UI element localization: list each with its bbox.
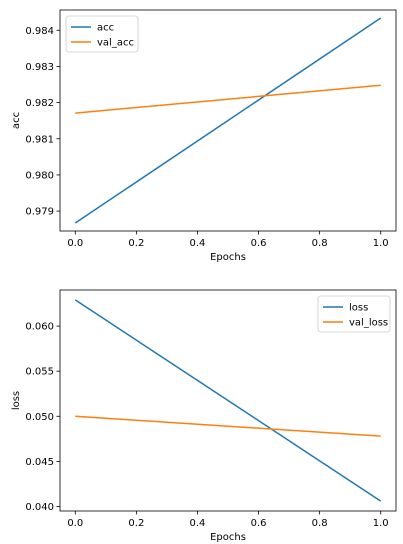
series-line-acc (74, 17, 382, 224)
x-tick-label: 0.8 (312, 518, 328, 529)
legend-label-acc: acc (97, 23, 114, 34)
x-tick-label: 0.2 (128, 518, 144, 529)
x-tick-label: 1.0 (373, 518, 389, 529)
y-tick-label: 0.055 (25, 367, 54, 378)
y-axis-label: loss (11, 391, 22, 410)
y-tick-label: 0.984 (25, 26, 54, 37)
y-axis-label: acc (11, 112, 22, 129)
x-tick-label: 0.4 (190, 518, 206, 529)
legend: acc val_acc (65, 15, 139, 53)
y-tick-label: 0.060 (25, 322, 54, 333)
x-axis: 0.0 0.2 0.4 0.6 0.8 1.0 (67, 231, 389, 249)
x-axis: 0.0 0.2 0.4 0.6 0.8 1.0 (67, 511, 389, 529)
x-tick-label: 0.4 (190, 238, 206, 249)
legend-label-loss: loss (349, 303, 368, 314)
y-axis: 0.040 0.045 0.050 0.055 0.060 (25, 322, 60, 513)
x-tick-label: 0.6 (251, 518, 267, 529)
axes-frame (59, 289, 397, 512)
x-tick-label: 0.0 (67, 238, 83, 249)
x-tick-label: 1.0 (373, 238, 389, 249)
y-tick-label: 0.045 (25, 457, 54, 468)
legend-label-val-acc: val_acc (97, 38, 134, 49)
axes-frame (59, 9, 397, 232)
y-axis: 0.979 0.980 0.981 0.982 0.983 0.984 (25, 26, 60, 218)
y-tick-label: 0.982 (25, 98, 54, 109)
x-axis-label: Epochs (210, 532, 246, 543)
y-tick-label: 0.979 (25, 207, 54, 218)
series-lines (74, 17, 382, 224)
legend-box (65, 15, 139, 53)
accuracy-chart: 0.0 0.2 0.4 0.6 0.8 1.00.9790.9800.9810.9820.… (11, 9, 397, 263)
y-tick-label: 0.981 (25, 134, 54, 145)
x-tick-label: 0.0 (67, 518, 83, 529)
x-tick-label: 0.6 (251, 238, 267, 249)
x-tick-label: 0.2 (128, 238, 144, 249)
series-line-val-acc (75, 84, 381, 114)
y-tick-label: 0.980 (25, 170, 54, 181)
legend-box (317, 295, 391, 333)
legend: loss val_loss (317, 295, 391, 333)
series-line-loss (74, 299, 382, 502)
y-tick-label: 0.983 (25, 62, 54, 73)
x-tick-label: 0.8 (312, 238, 328, 249)
legend-label-val-loss: val_loss (349, 318, 388, 329)
y-tick-label: 0.040 (25, 502, 54, 513)
loss-chart: 0.0 0.2 0.4 0.6 0.8 1.00.0400.0450.0500.0550.… (11, 289, 397, 543)
series-lines (74, 299, 382, 502)
y-tick-label: 0.050 (25, 412, 54, 423)
series-line-val-loss (75, 415, 381, 437)
x-axis-label: Epochs (210, 252, 246, 263)
